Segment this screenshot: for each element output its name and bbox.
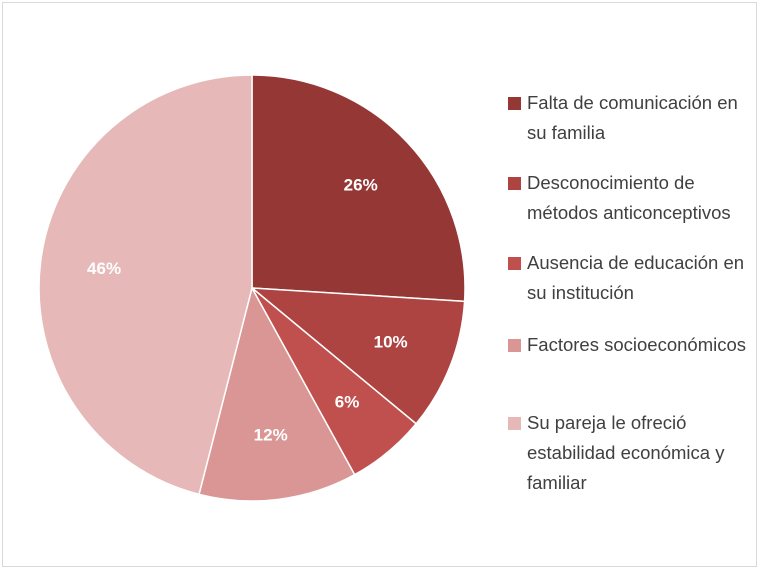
- legend-label: Desconocimiento de métodos anticonceptiv…: [527, 172, 731, 223]
- legend-label: Su pareja le ofreció estabilidad económi…: [527, 412, 725, 493]
- pie-slice: [249, 287, 466, 425]
- pie-slice: [38, 74, 253, 496]
- legend-item: Falta de comunicación en su familia: [508, 88, 753, 148]
- legend-label: Factores socioeconómicos: [527, 334, 747, 355]
- legend-swatch: [508, 257, 521, 270]
- data-label: 26%: [344, 175, 378, 194]
- legend-item: Ausencia de educación en su institución: [508, 248, 753, 308]
- data-label: 46%: [87, 259, 121, 278]
- legend-item: Su pareja le ofreció estabilidad económi…: [508, 408, 753, 498]
- legend-swatch: [508, 177, 521, 190]
- pie-slice: [251, 74, 466, 303]
- pie-slice: [198, 285, 356, 502]
- legend-label: Ausencia de educación en su institución: [527, 252, 745, 303]
- legend-swatch: [508, 97, 521, 110]
- data-label: 12%: [254, 425, 288, 444]
- legend-swatch: [508, 339, 521, 352]
- legend-label: Falta de comunicación en su familia: [527, 92, 738, 143]
- legend-item: Factores socioeconómicos: [508, 330, 753, 360]
- legend-item: Desconocimiento de métodos anticonceptiv…: [508, 168, 753, 228]
- legend-swatch: [508, 417, 521, 430]
- data-label: 6%: [335, 392, 360, 411]
- data-label: 10%: [374, 332, 408, 351]
